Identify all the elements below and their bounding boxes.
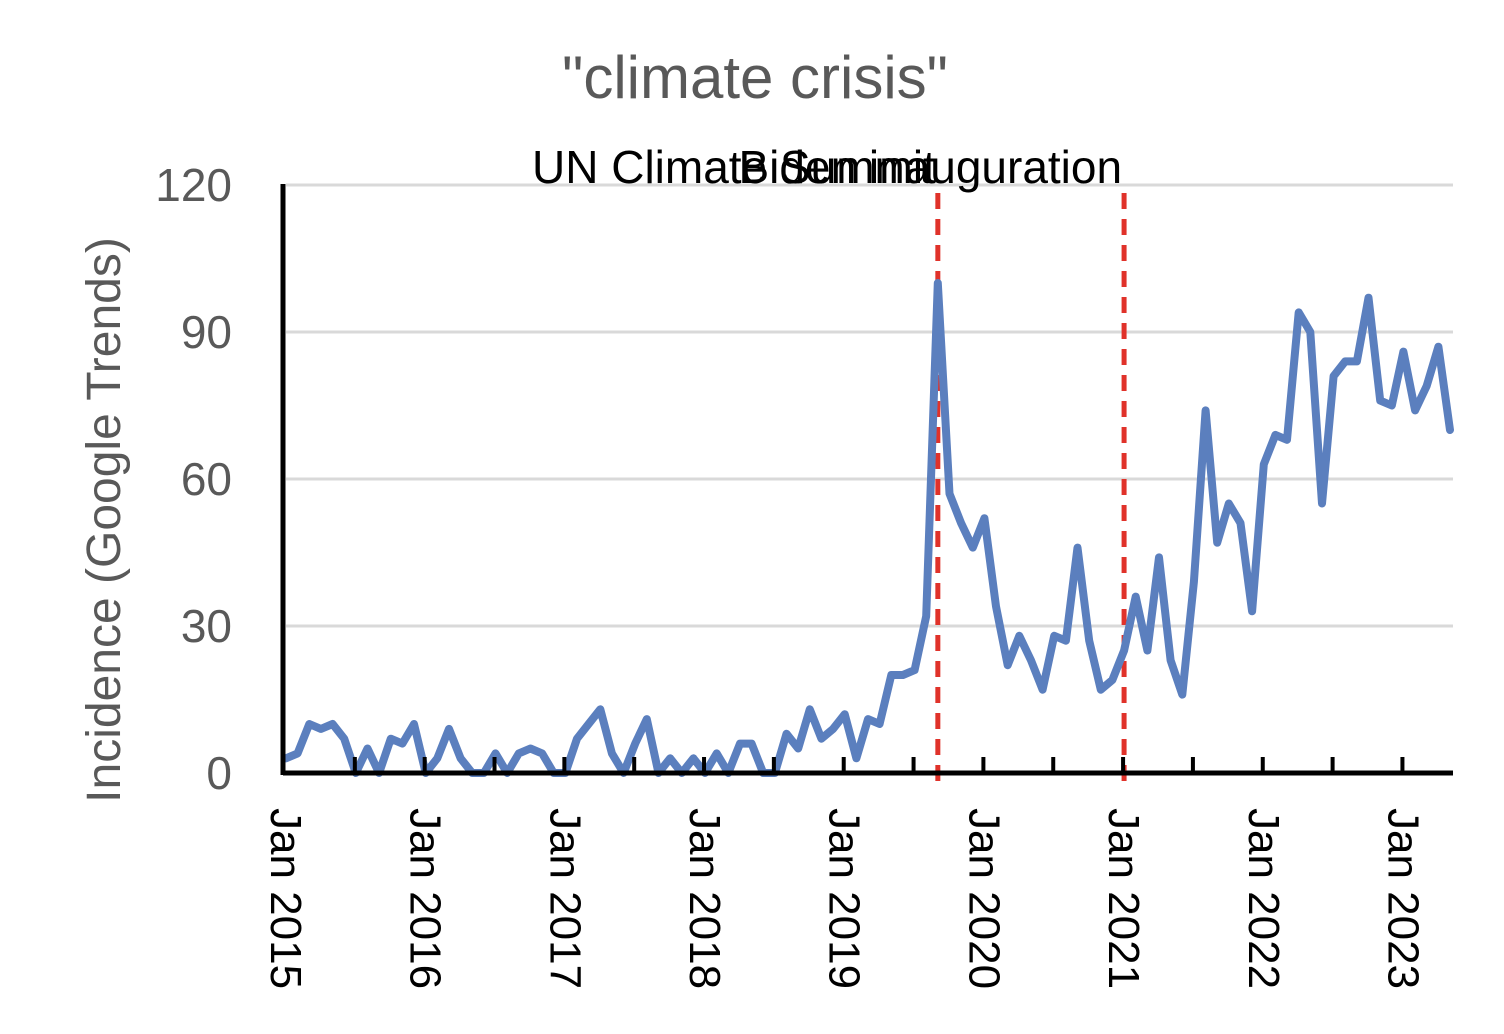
gridlines [286,183,1453,628]
series-line [282,279,1454,777]
y-tick-label: 0 [206,747,232,799]
annotation-label: UN Climate Summit [532,141,936,193]
y-tick-label: 120 [155,159,232,211]
x-axis-ticks [352,757,1405,773]
y-tick-label: 60 [181,453,232,505]
x-tick-label: Jan 2015 [261,808,310,989]
x-tick-label: Jan 2016 [401,808,450,989]
x-tick-labels: Jan 2015 Jan 2016 Jan 2017 Jan 2018 Jan 2019… [261,808,1427,989]
annotation-label: Biden inauguration [738,141,1122,193]
x-tick-label: Jan 2018 [680,808,729,989]
x-tick-label: Jan 2021 [1099,808,1148,989]
y-axis-label: Incidence (Google Trends) [78,237,131,803]
y-tick-label: 30 [181,600,232,652]
y-tick-label: 90 [181,306,232,358]
x-tick-label: Jan 2019 [820,808,869,989]
chart-title: "climate crisis" [562,44,948,111]
x-tick-label: Jan 2020 [959,808,1008,989]
x-tick-label: Jan 2017 [540,808,589,989]
x-tick-label: Jan 2023 [1378,808,1427,989]
x-tick-label: Jan 2022 [1239,808,1288,989]
y-tick-labels: 0 30 60 90 120 [155,159,232,799]
